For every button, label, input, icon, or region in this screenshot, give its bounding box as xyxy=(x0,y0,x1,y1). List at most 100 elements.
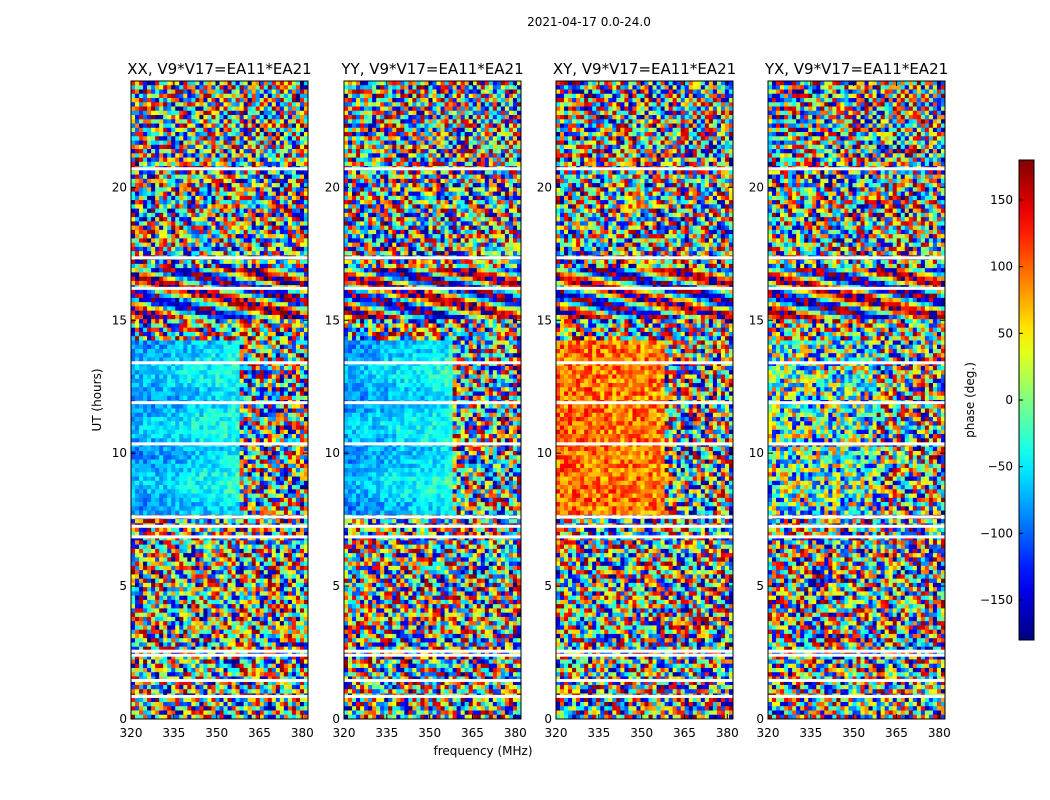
heatmap-cell xyxy=(256,179,260,184)
heatmap-cell xyxy=(256,149,260,154)
heatmap-cell xyxy=(268,145,272,150)
heatmap-cell xyxy=(256,158,260,163)
heatmap-cell xyxy=(143,132,147,137)
heatmap-cell xyxy=(139,81,143,86)
heatmap-cell xyxy=(264,192,268,197)
heatmap-cell xyxy=(167,90,171,95)
heatmap-cell xyxy=(248,124,252,129)
heatmap-cell xyxy=(220,158,224,163)
heatmap-cell xyxy=(195,98,199,103)
heatmap-cell xyxy=(268,158,272,163)
heatmap-cell xyxy=(288,128,292,133)
heatmap-cell xyxy=(203,141,207,146)
heatmap-cell xyxy=(272,107,276,112)
heatmap-cell xyxy=(296,98,300,103)
heatmap-cell xyxy=(228,85,232,90)
heatmap-cell xyxy=(300,132,304,137)
heatmap-cell xyxy=(147,132,151,137)
heatmap-cell xyxy=(300,196,304,201)
heatmap-cell xyxy=(163,200,167,205)
heatmap-cell xyxy=(284,162,288,167)
heatmap-cell xyxy=(288,90,292,95)
heatmap-cell xyxy=(195,102,199,107)
heatmap-cell xyxy=(228,145,232,150)
heatmap-cell xyxy=(300,158,304,163)
heatmap-cell xyxy=(175,153,179,158)
heatmap-cell xyxy=(288,141,292,146)
heatmap-cell xyxy=(155,158,159,163)
heatmap-cell xyxy=(228,200,232,205)
heatmap-cell xyxy=(143,149,147,154)
heatmap-cell xyxy=(220,192,224,197)
heatmap-cell xyxy=(211,98,215,103)
heatmap-cell xyxy=(183,153,187,158)
heatmap-cell xyxy=(276,141,280,146)
heatmap-cell xyxy=(199,153,203,158)
heatmap-cell xyxy=(167,107,171,112)
heatmap-cell xyxy=(296,196,300,201)
heatmap-cell xyxy=(191,94,195,99)
heatmap-cell xyxy=(296,94,300,99)
heatmap-cell xyxy=(228,179,232,184)
heatmap-cell xyxy=(288,111,292,116)
heatmap-cell xyxy=(147,81,151,86)
heatmap-cell xyxy=(167,179,171,184)
heatmap-cell xyxy=(244,115,248,120)
heatmap-cell xyxy=(151,183,155,188)
heatmap-cell xyxy=(187,213,191,218)
heatmap-cell xyxy=(191,111,195,116)
heatmap-cell xyxy=(135,217,139,222)
heatmap-cell xyxy=(135,90,139,95)
heatmap-cell xyxy=(207,94,211,99)
heatmap-cell xyxy=(252,158,256,163)
heatmap-cell xyxy=(187,175,191,180)
heatmap-cell xyxy=(232,107,236,112)
heatmap-cell xyxy=(232,187,236,192)
heatmap-cell xyxy=(151,217,155,222)
heatmap-cell xyxy=(244,149,248,154)
heatmap-cell xyxy=(183,158,187,163)
heatmap-cell xyxy=(272,90,276,95)
heatmap-cell xyxy=(252,213,256,218)
heatmap-cell xyxy=(147,115,151,120)
heatmap-cell xyxy=(244,192,248,197)
heatmap-cell xyxy=(264,115,268,120)
heatmap-cell xyxy=(203,136,207,141)
heatmap-cell xyxy=(236,196,240,201)
heatmap-cell xyxy=(191,204,195,209)
heatmap-cell xyxy=(191,149,195,154)
heatmap-cell xyxy=(195,141,199,146)
heatmap-cell xyxy=(171,102,175,107)
heatmap-cell xyxy=(284,124,288,129)
heatmap-cell xyxy=(179,187,183,192)
heatmap-cell xyxy=(143,213,147,218)
heatmap-cell xyxy=(191,192,195,197)
heatmap-cell xyxy=(167,192,171,197)
heatmap-cell xyxy=(224,149,228,154)
heatmap-cell xyxy=(240,115,244,120)
heatmap-cell xyxy=(296,149,300,154)
heatmap-cell xyxy=(244,187,248,192)
heatmap-cell xyxy=(296,124,300,129)
heatmap-cell xyxy=(220,115,224,120)
heatmap-cell xyxy=(232,196,236,201)
heatmap-cell xyxy=(155,111,159,116)
heatmap-cell xyxy=(203,145,207,150)
heatmap-cell xyxy=(268,175,272,180)
heatmap-cell xyxy=(248,141,252,146)
heatmap-cell xyxy=(280,213,284,218)
heatmap-cell xyxy=(232,94,236,99)
heatmap-cell xyxy=(155,213,159,218)
heatmap-cell xyxy=(199,200,203,205)
heatmap-cell xyxy=(240,132,244,137)
heatmap-cell xyxy=(236,204,240,209)
heatmap-cell xyxy=(207,81,211,86)
heatmap-cell xyxy=(143,158,147,163)
heatmap-cell xyxy=(155,162,159,167)
heatmap-cell xyxy=(256,94,260,99)
heatmap-cell xyxy=(228,98,232,103)
heatmap-cell xyxy=(183,213,187,218)
heatmap-cell xyxy=(284,183,288,188)
heatmap-cell xyxy=(284,102,288,107)
heatmap-cell xyxy=(131,136,135,141)
